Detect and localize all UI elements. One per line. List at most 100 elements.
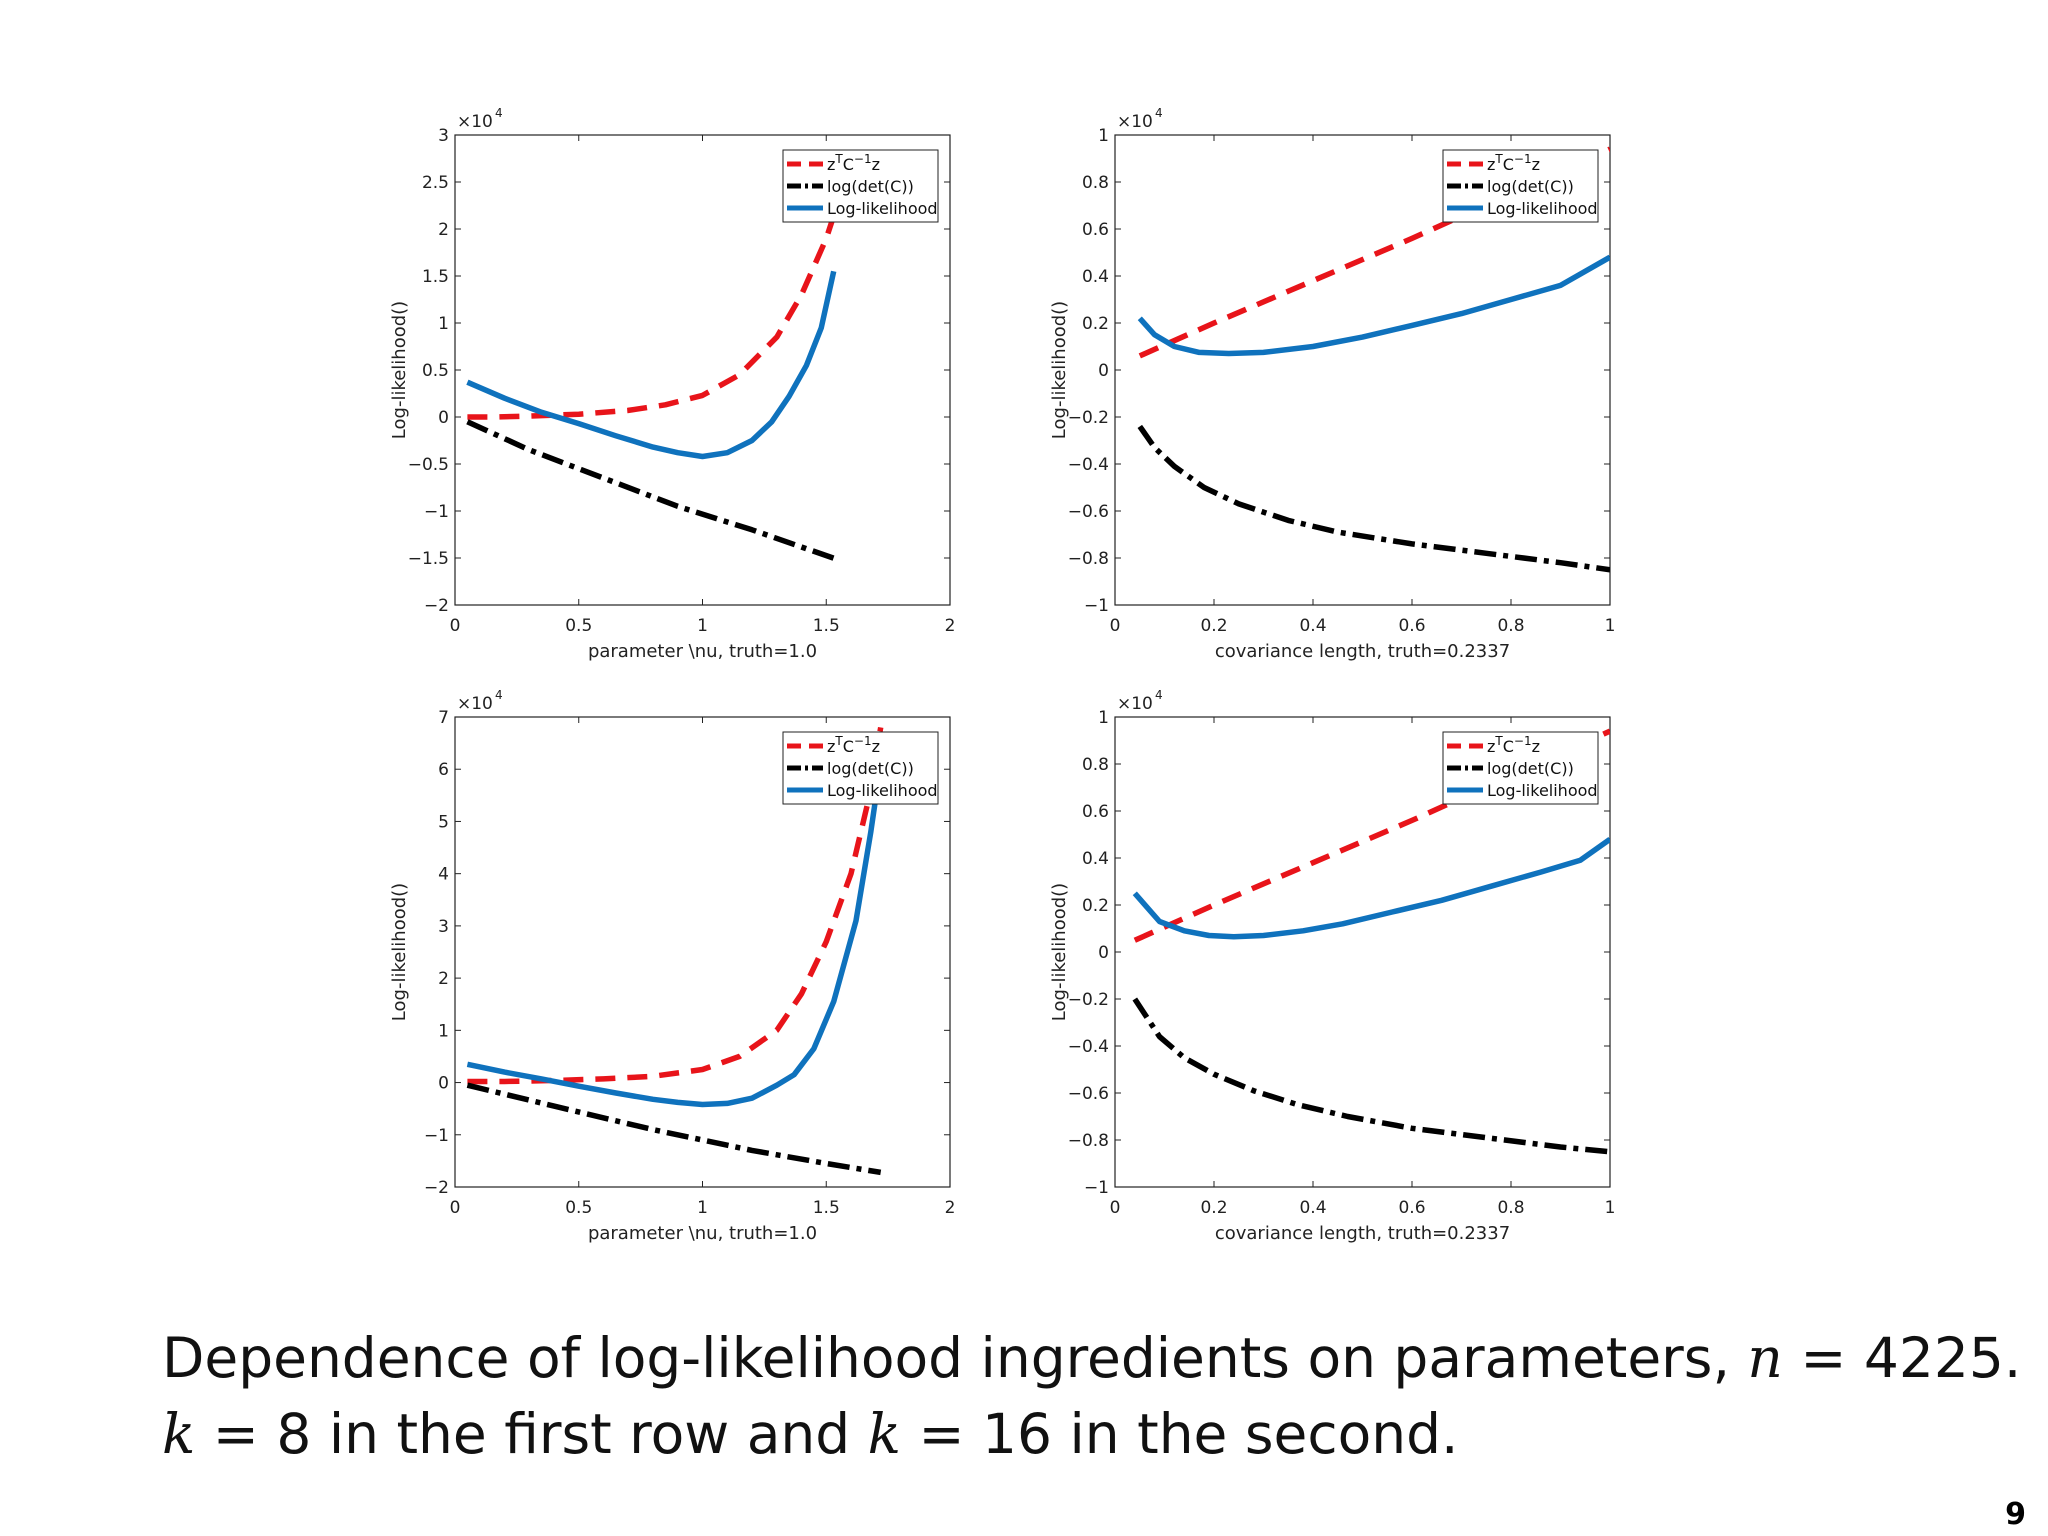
scale-exponent: 4: [495, 688, 503, 702]
x-tick-label: 1: [697, 616, 708, 636]
legend-label-part: −1: [1514, 152, 1532, 166]
y-tick-label: −0.8: [1068, 1131, 1109, 1151]
y-tick-label: −0.5: [408, 455, 449, 475]
x-tick-label: 0.4: [1299, 616, 1326, 636]
legend-label-part: z: [872, 155, 880, 174]
y-tick-label: −0.2: [1068, 408, 1109, 428]
series-line-black: [466, 419, 840, 563]
legend: zTC−1z log(det(C)) Log-likelihood: [1442, 731, 1599, 805]
legend-label: zTC−1z: [1487, 734, 1540, 756]
legend-label: log(det(C)): [827, 759, 914, 778]
legend-label: log(det(C)): [1487, 177, 1574, 196]
legend-label-part: z: [1487, 155, 1495, 174]
chart-panel-1: 0 0.5 1 1.5 2 −2 −1.5 −1 −0.5 0 0.5 1 1.5 2 2.5 3 ×10 4 pa…: [389, 106, 955, 662]
x-tick-label: 0: [1110, 616, 1121, 636]
x-tick-label: 2: [945, 1198, 956, 1218]
legend-label-part: T: [834, 152, 843, 166]
y-tick-label: 0: [1098, 943, 1109, 963]
y-tick-label: 0.4: [1082, 267, 1109, 287]
x-axis-label: parameter \nu, truth=1.0: [588, 641, 817, 662]
legend-label: Log-likelihood: [827, 199, 938, 218]
legend-label-part: z: [1532, 737, 1540, 756]
figure-grid: 0 0.5 1 1.5 2−2−1.5−1−0.500.511.522.53×10 4pa…: [389, 106, 1615, 1244]
legend-label-part: −1: [854, 734, 872, 748]
x-tick-label: 0.6: [1398, 1198, 1425, 1218]
y-tick-label: 5: [438, 812, 449, 832]
chart-panel-4: 0 0.2 0.4 0.6 0.8 1 −1 −0.8 −0.6 −0.4 −0.2 0 0.2 0.4 0…: [1049, 688, 1615, 1244]
y-tick-label: −1: [1084, 596, 1109, 616]
legend-label-part: C: [843, 737, 854, 756]
legend-label: zTC−1z: [827, 734, 880, 756]
series-line-blue: [1137, 254, 1610, 357]
legend-label: Log-likelihood: [1487, 199, 1598, 218]
y-tick-label: 2: [438, 969, 449, 989]
x-axis-label: parameter \nu, truth=1.0: [588, 1223, 817, 1244]
series-line-black: [1132, 997, 1610, 1155]
scale-label: ×10: [1117, 694, 1153, 714]
y-tick-label: −1: [424, 1126, 449, 1146]
series-line-red: [467, 726, 884, 1085]
y-axis-label: Log-likelihood(): [1049, 883, 1070, 1021]
y-tick-label: 6: [438, 760, 449, 780]
legend-label: Log-likelihood: [1487, 781, 1598, 800]
caption-eq: = 4225.: [1782, 1326, 2022, 1390]
x-tick-label: 1: [697, 1198, 708, 1218]
y-tick-label: 2: [438, 220, 449, 240]
legend-label: log(det(C)): [827, 177, 914, 196]
scale-label: ×10: [457, 694, 493, 714]
y-tick-label: 0.8: [1082, 755, 1109, 775]
x-tick-label: 0: [450, 616, 461, 636]
caption-var-n: n: [1747, 1326, 1783, 1390]
x-tick-label: 0: [1110, 1198, 1121, 1218]
legend-label: log(det(C)): [1487, 759, 1574, 778]
series-line-red: [467, 162, 854, 420]
chart-panel-2: 0 0.2 0.4 0.6 0.8 1 −1 −0.8 −0.6 −0.4 −0.2 0 0.2 0.4 0…: [1049, 106, 1615, 662]
legend-label-part: −1: [1514, 734, 1532, 748]
series-line-black: [466, 1082, 882, 1176]
y-tick-label: 1: [438, 314, 449, 334]
legend-label-part: z: [1487, 737, 1495, 756]
y-axis-label: Log-likelihood(): [389, 883, 410, 1021]
y-tick-label: 1.5: [422, 267, 449, 287]
y-tick-label: −1: [424, 502, 449, 522]
x-tick-label: 1: [1605, 616, 1616, 636]
legend-label-part: z: [1532, 155, 1540, 174]
x-tick-label: 1.5: [813, 616, 840, 636]
y-tick-label: 1: [438, 1021, 449, 1041]
y-tick-label: −2: [424, 1178, 449, 1198]
y-tick-label: 0.5: [422, 361, 449, 381]
x-tick-label: 0.2: [1200, 1198, 1227, 1218]
y-tick-label: 1: [1098, 126, 1109, 146]
y-tick-label: 4: [438, 865, 449, 885]
legend-label-part: T: [1494, 152, 1503, 166]
y-tick-label: 0: [1098, 361, 1109, 381]
legend-label-part: z: [827, 737, 835, 756]
series-line-blue: [1132, 836, 1610, 940]
x-tick-label: 0: [450, 1198, 461, 1218]
y-tick-label: 0: [438, 408, 449, 428]
x-tick-label: 0.8: [1497, 1198, 1524, 1218]
x-tick-label: 0.6: [1398, 616, 1425, 636]
y-tick-label: −2: [424, 596, 449, 616]
scale-exponent: 4: [1155, 106, 1163, 120]
y-axis-label: Log-likelihood(): [389, 301, 410, 439]
caption-end: = 16 in the second.: [900, 1402, 1459, 1466]
x-axis-label: covariance length, truth=0.2337: [1215, 1223, 1510, 1244]
legend-label-part: C: [1503, 737, 1514, 756]
y-tick-label: 2.5: [422, 173, 449, 193]
series-line-blue: [466, 270, 837, 460]
x-tick-label: 0.8: [1497, 616, 1524, 636]
y-tick-label: 1: [1098, 708, 1109, 728]
legend-label-part: z: [827, 155, 835, 174]
x-tick-label: 2: [945, 616, 956, 636]
caption-var-k2: k: [867, 1402, 901, 1466]
scale-exponent: 4: [495, 106, 503, 120]
y-tick-label: 0: [438, 1074, 449, 1094]
y-tick-label: −0.2: [1068, 990, 1109, 1010]
scale-label: ×10: [457, 112, 493, 132]
y-tick-label: −0.6: [1068, 502, 1109, 522]
slide-caption: Dependence of log-likelihood ingredients…: [162, 1320, 2021, 1472]
